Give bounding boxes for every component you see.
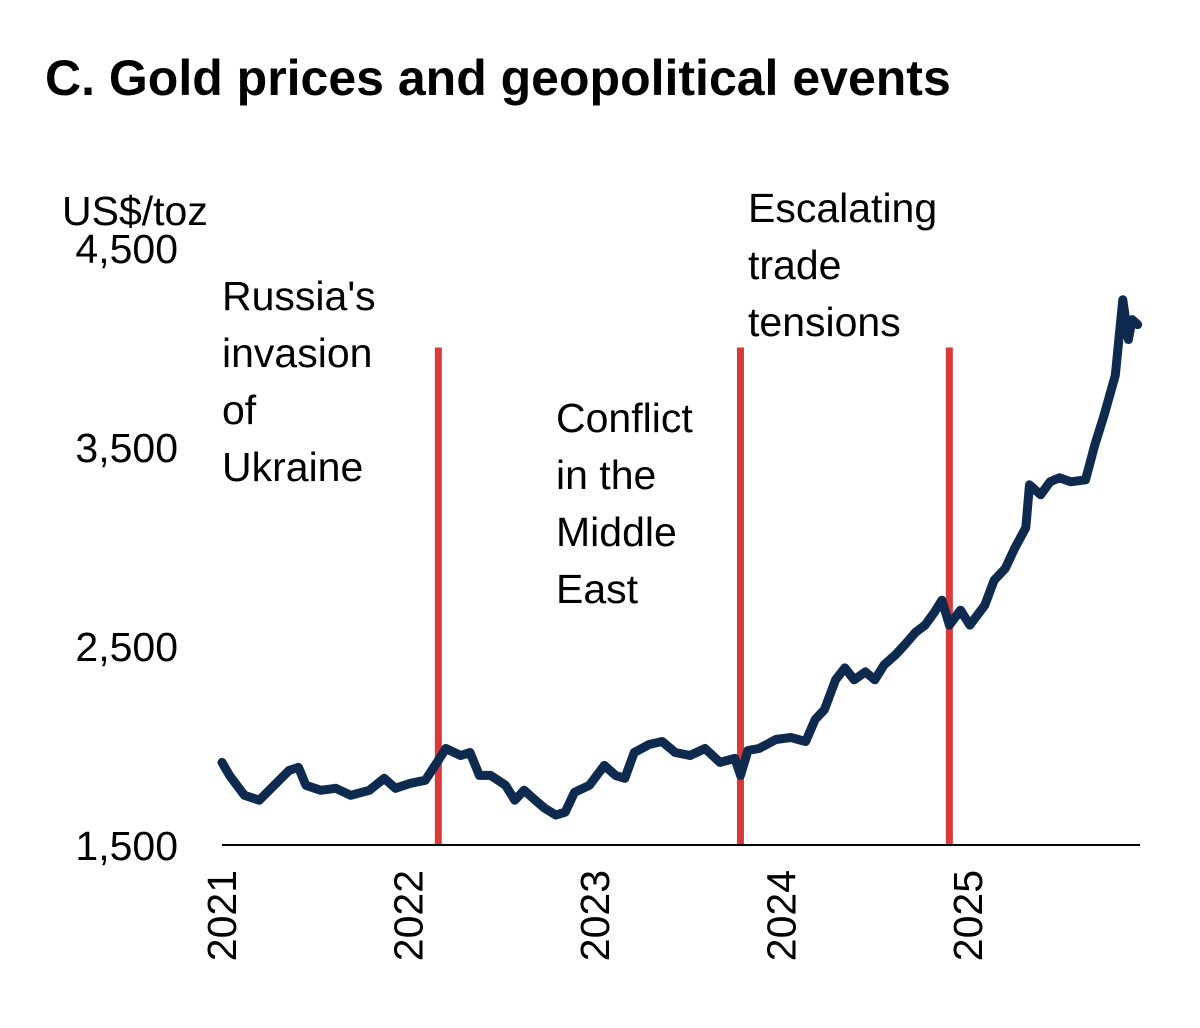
gold-price-line — [217, 295, 1143, 820]
x-tick-label: 2025 — [945, 870, 991, 961]
y-tick-label: 4,500 — [75, 226, 178, 272]
x-tick-label: 2024 — [759, 870, 805, 961]
chart-title: C. Gold prices and geopolitical events — [45, 50, 951, 106]
event-annotation: Russia's — [222, 273, 376, 319]
y-tick-label: 3,500 — [75, 425, 178, 471]
event-annotation: Escalating — [748, 185, 937, 231]
event-annotation: invasion — [222, 330, 372, 376]
event-annotation: of — [222, 387, 257, 433]
event-annotation: Ukraine — [222, 444, 363, 490]
x-tick-label: 2021 — [199, 870, 245, 961]
x-tick-label: 2022 — [386, 870, 432, 961]
event-annotation: Conflict — [556, 395, 693, 441]
x-tick-label: 2023 — [572, 870, 618, 961]
y-axis-label: US$/toz — [62, 188, 208, 234]
y-tick-label: 1,500 — [75, 823, 178, 869]
event-annotation: in the — [556, 452, 656, 498]
event-annotation: trade — [748, 242, 841, 288]
event-annotation: Middle — [556, 509, 677, 555]
event-annotation: tensions — [748, 299, 901, 345]
event-annotation: East — [556, 566, 639, 612]
y-tick-label: 2,500 — [75, 624, 178, 670]
